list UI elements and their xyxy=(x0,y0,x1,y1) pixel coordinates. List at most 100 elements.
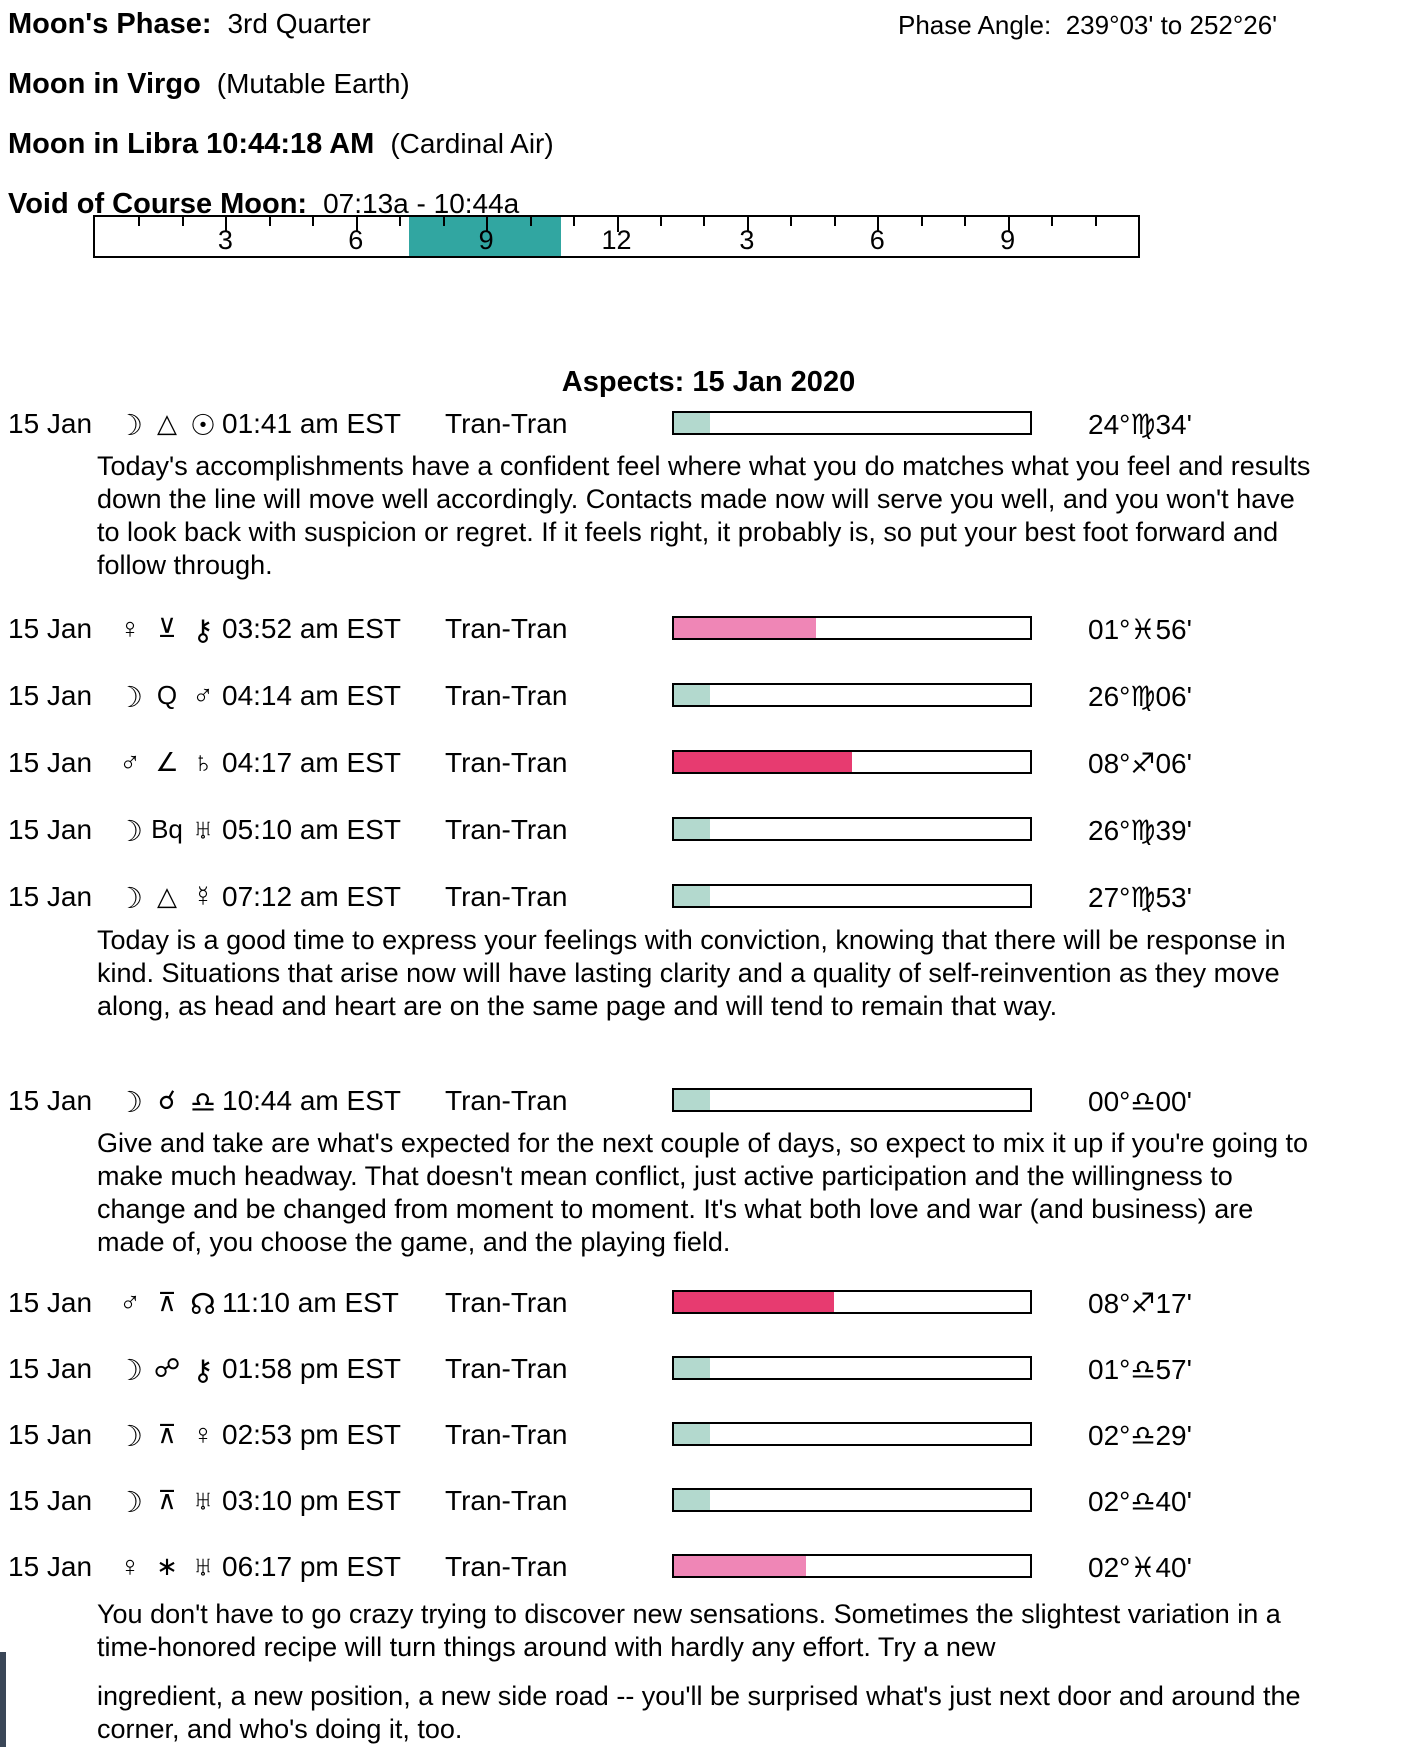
trine-icon: △ xyxy=(157,408,177,438)
ruler-tick xyxy=(790,217,793,226)
aspect-date: 15 Jan xyxy=(8,814,93,845)
aspect-time: 03:10 pm EST xyxy=(222,1485,401,1516)
orb-bar-fill xyxy=(674,685,710,705)
orb-bar-fill xyxy=(674,1424,710,1444)
aspect-row: 15 Jan ☽ △ ☿ 07:12 am EST Tran-Tran 27°♍… xyxy=(0,881,1417,915)
aspect-date: 15 Jan xyxy=(8,881,93,912)
mars-icon: ♂ xyxy=(192,680,214,712)
conjunction-icon: ☌ xyxy=(158,1085,176,1115)
aspect-type: Tran-Tran xyxy=(445,1085,568,1116)
mercury-icon: ☿ xyxy=(192,881,214,913)
venus-icon: ♀ xyxy=(119,1551,141,1583)
aspect-time: 10:44 am EST xyxy=(222,1085,401,1116)
aspect-time: 02:53 pm EST xyxy=(222,1419,401,1450)
aspect-degree: 02°♓40' xyxy=(1088,1552,1192,1583)
void-of-course-label: Void of Course Moon: xyxy=(8,188,308,220)
ruler-tick xyxy=(529,217,532,226)
aspect-type: Tran-Tran xyxy=(445,1551,568,1582)
chiron-icon: ⚷ xyxy=(192,615,214,647)
aspect-date: 15 Jan xyxy=(8,747,93,778)
quincunx-icon: ⊼ xyxy=(157,1419,177,1449)
moon-ingress-line: Moon in Libra 10:44:18 AM (Cardinal Air) xyxy=(8,128,554,161)
orb-bar-fill xyxy=(674,1358,710,1378)
aspect-date: 15 Jan xyxy=(8,1287,93,1318)
orb-bar xyxy=(672,884,1032,908)
ruler-tick xyxy=(225,217,228,232)
aspect-date: 15 Jan xyxy=(8,1085,93,1116)
aspect-time: 04:17 am EST xyxy=(222,747,401,778)
ruler-tick xyxy=(312,217,315,226)
orb-bar-fill xyxy=(674,1556,806,1576)
aspect-time: 04:14 am EST xyxy=(222,680,401,711)
sextile-icon: ∗ xyxy=(156,1551,178,1581)
ruler-tick xyxy=(877,217,880,232)
aspect-row: 15 Jan ☽ Bq ♅ 05:10 am EST Tran-Tran 26°… xyxy=(0,814,1417,848)
moon-icon: ☽ xyxy=(117,410,143,442)
aspect-degree: 08°♐17' xyxy=(1088,1288,1192,1319)
orb-bar xyxy=(672,683,1032,707)
ruler-tick xyxy=(138,217,141,226)
libra-icon: ♎ xyxy=(190,1087,216,1119)
ruler-tick xyxy=(486,217,489,232)
moon-sign-line: Moon in Virgo (Mutable Earth) xyxy=(8,68,410,101)
ruler-hour-label: 9 xyxy=(1000,225,1016,255)
aspect-row: 15 Jan ☽ ⊼ ♀ 02:53 pm EST Tran-Tran 02°♎… xyxy=(0,1419,1417,1453)
mars-icon: ♂ xyxy=(119,747,141,779)
aspect-degree: 00°♎00' xyxy=(1088,1086,1192,1117)
ruler-tick xyxy=(573,217,576,226)
aspect-row: 15 Jan ♂ ∠ ♄ 04:17 am EST Tran-Tran 08°♐… xyxy=(0,747,1417,780)
orb-bar-fill xyxy=(674,618,817,638)
saturn-icon: ♄ xyxy=(192,747,214,779)
ruler-tick xyxy=(1051,217,1054,226)
ruler-tick xyxy=(659,217,662,226)
moon-ingress-detail: (Cardinal Air) xyxy=(390,128,554,159)
orb-bar xyxy=(672,616,1032,640)
orb-bar-fill xyxy=(674,1490,710,1510)
aspect-degree: 02°♎29' xyxy=(1088,1420,1192,1451)
mars-icon: ♂ xyxy=(119,1287,141,1319)
aspect-time: 07:12 am EST xyxy=(222,881,401,912)
uranus-icon: ♅ xyxy=(192,1551,214,1583)
aspect-time: 03:52 am EST xyxy=(222,613,401,644)
aspect-date: 15 Jan xyxy=(8,1419,93,1450)
aspect-description: Give and take are what's expected for th… xyxy=(97,1128,1308,1257)
ruler-tick xyxy=(920,217,923,226)
moon-sign-label: Moon in Virgo xyxy=(8,68,201,100)
orb-bar xyxy=(672,1488,1032,1512)
aspect-time: 01:41 am EST xyxy=(222,408,401,439)
aspect-degree: 08°♐06' xyxy=(1088,748,1192,779)
ruler-tick xyxy=(1007,217,1010,232)
ruler-hour-label: 3 xyxy=(739,225,755,255)
aspect-row: 15 Jan ☽ Q ♂ 04:14 am EST Tran-Tran 26°♍… xyxy=(0,680,1417,714)
aspect-type: Tran-Tran xyxy=(445,881,568,912)
aspect-description: You don't have to go crazy trying to dis… xyxy=(97,1599,1281,1662)
aspect-degree: 27°♍53' xyxy=(1088,882,1192,913)
aspect-time: 06:17 pm EST xyxy=(222,1551,401,1582)
aspect-row: 15 Jan ☽ ☍ ⚷ 01:58 pm EST Tran-Tran 01°♎… xyxy=(0,1353,1417,1387)
quincunx-icon: ⊼ xyxy=(157,1485,177,1515)
chiron-icon: ⚷ xyxy=(192,1355,214,1387)
moon-icon: ☽ xyxy=(117,883,143,915)
aspect-description-continued: ingredient, a new position, a new side r… xyxy=(97,1681,1301,1744)
ruler-hour-label: 3 xyxy=(217,225,233,255)
aspect-type: Tran-Tran xyxy=(445,680,568,711)
ruler-hour-label: 6 xyxy=(348,225,364,255)
uranus-icon: ♅ xyxy=(192,814,214,846)
moon-ingress-label: Moon in Libra 10:44:18 AM xyxy=(8,128,375,160)
moon-sign-detail: (Mutable Earth) xyxy=(216,68,410,99)
aspect-date: 15 Jan xyxy=(8,613,93,644)
ruler-tick xyxy=(355,217,358,232)
void-of-course-value: 07:13a - 10:44a xyxy=(323,188,520,219)
ruler-tick xyxy=(703,217,706,226)
orb-bar xyxy=(672,1290,1032,1314)
orb-bar xyxy=(672,817,1032,841)
semisextile-icon: ⊻ xyxy=(157,613,177,643)
moon-icon: ☽ xyxy=(117,682,143,714)
orb-bar-fill xyxy=(674,1292,835,1312)
aspect-row: 15 Jan ♀ ⊻ ⚷ 03:52 am EST Tran-Tran 01°♓… xyxy=(0,613,1417,647)
aspect-type: Tran-Tran xyxy=(445,408,568,439)
trine-icon: △ xyxy=(157,881,177,911)
orb-bar xyxy=(672,1088,1032,1112)
moon-icon: ☽ xyxy=(117,816,143,848)
